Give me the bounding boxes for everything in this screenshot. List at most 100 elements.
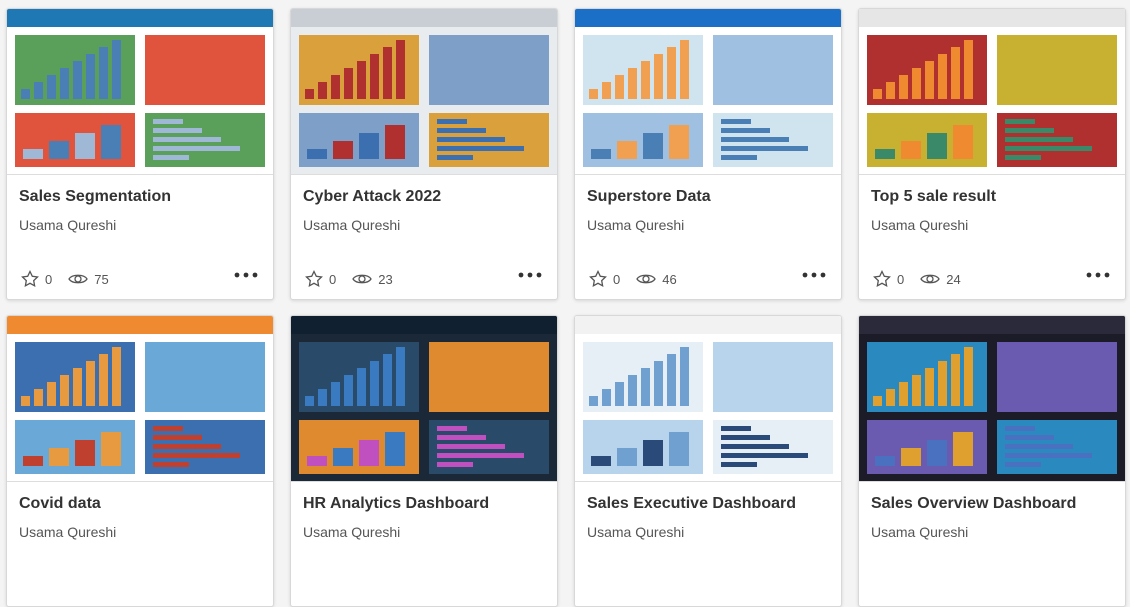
- dashboard-card[interactable]: Covid data Usama Qureshi: [6, 315, 274, 607]
- menu-dot: [1095, 272, 1101, 278]
- card-author[interactable]: Usama Qureshi: [871, 217, 969, 233]
- thumbnail-shape: [101, 432, 121, 466]
- card-title[interactable]: Superstore Data: [587, 188, 711, 205]
- thumbnail-shape: [721, 435, 770, 440]
- card-title[interactable]: HR Analytics Dashboard: [303, 495, 490, 512]
- card-title[interactable]: Sales Segmentation: [19, 188, 172, 205]
- dashboard-card[interactable]: Sales Overview Dashboard Usama Qureshi: [858, 315, 1126, 607]
- thumbnail-shape: [101, 125, 121, 159]
- menu-dot: [234, 272, 240, 278]
- likes-count: 0: [45, 271, 53, 287]
- thumbnail-shape: [589, 396, 598, 406]
- thumbnail-shape: [859, 316, 1125, 334]
- thumbnail-shape: [21, 396, 30, 406]
- thumbnail-shape: [437, 426, 467, 431]
- more-menu[interactable]: [517, 271, 543, 279]
- thumbnail-shape: [997, 342, 1117, 412]
- thumbnail-shape: [370, 54, 379, 99]
- card-title[interactable]: Sales Executive Dashboard: [587, 495, 796, 512]
- thumbnail-shape: [99, 47, 108, 99]
- menu-dot: [252, 272, 258, 278]
- thumbnail-shape: [307, 149, 327, 159]
- thumbnail-shape: [721, 146, 808, 151]
- thumbnail-shape: [60, 375, 69, 406]
- thumbnail-shape: [953, 432, 973, 466]
- card-stats: 0 75: [21, 270, 109, 288]
- card-author[interactable]: Usama Qureshi: [587, 524, 685, 540]
- thumbnail-shape: [47, 75, 56, 99]
- more-menu[interactable]: [801, 271, 827, 279]
- thumbnail-shape: [669, 125, 689, 159]
- card-author[interactable]: Usama Qureshi: [587, 217, 685, 233]
- thumbnail-shape: [437, 119, 467, 124]
- thumbnail-shape: [112, 347, 121, 406]
- thumbnail-shape: [575, 9, 841, 27]
- thumbnail-shape: [7, 316, 273, 334]
- eye-shape: [68, 274, 88, 284]
- thumbnail-shape: [1005, 119, 1035, 124]
- thumbnail-shape: [859, 9, 1125, 27]
- likes-count: 0: [613, 271, 621, 287]
- card-author[interactable]: Usama Qureshi: [871, 524, 969, 540]
- dashboard-card[interactable]: HR Analytics Dashboard Usama Qureshi: [290, 315, 558, 607]
- menu-dot: [1104, 272, 1110, 278]
- views-icon: [636, 274, 656, 284]
- card-author[interactable]: Usama Qureshi: [19, 217, 117, 233]
- thumbnail-shape: [305, 89, 314, 99]
- menu-dot: [1086, 272, 1092, 278]
- thumbnail-shape: [305, 396, 314, 406]
- thumbnail-shape: [628, 375, 637, 406]
- thumbnail: [7, 9, 273, 175]
- favorite-icon[interactable]: [589, 270, 607, 288]
- dashboard-card[interactable]: Sales Executive Dashboard Usama Qureshi: [574, 315, 842, 607]
- card-title[interactable]: Cyber Attack 2022: [303, 188, 442, 205]
- thumbnail-shape: [75, 440, 95, 466]
- thumbnail-shape: [1005, 146, 1092, 151]
- thumbnail-shape: [575, 316, 841, 334]
- card-title[interactable]: Top 5 sale result: [871, 188, 997, 205]
- thumbnail-shape: [437, 435, 486, 440]
- card-title[interactable]: Covid data: [19, 495, 101, 512]
- dashboard-card[interactable]: Superstore Data Usama Qureshi 0 46: [574, 8, 842, 300]
- thumbnail-shape: [875, 456, 895, 466]
- thumbnail-shape: [86, 361, 95, 406]
- thumbnail-shape: [331, 75, 340, 99]
- thumbnail-shape: [589, 89, 598, 99]
- dashboard-card[interactable]: Cyber Attack 2022 Usama Qureshi 0 23: [290, 8, 558, 300]
- thumbnail-shape: [333, 448, 353, 466]
- card-author[interactable]: Usama Qureshi: [19, 524, 117, 540]
- dashboard-card[interactable]: Sales Segmentation Usama Qureshi 0 75: [6, 8, 274, 300]
- thumbnail-shape: [344, 68, 353, 99]
- eye-shape: [352, 274, 372, 284]
- thumbnail-shape: [713, 342, 833, 412]
- thumbnail-shape: [153, 426, 183, 431]
- views-count: 75: [94, 271, 109, 287]
- thumbnail-shape: [615, 382, 624, 406]
- thumbnail-shape: [23, 149, 43, 159]
- more-menu[interactable]: [1085, 271, 1111, 279]
- thumbnail-shape: [333, 141, 353, 159]
- thumbnail-shape: [925, 368, 934, 406]
- thumbnail-shape: [617, 448, 637, 466]
- thumbnail-shape: [34, 82, 43, 99]
- card-author[interactable]: Usama Qureshi: [303, 217, 401, 233]
- thumbnail-shape: [23, 456, 43, 466]
- dashboard-card[interactable]: Top 5 sale result Usama Qureshi 0 24: [858, 8, 1126, 300]
- card-author[interactable]: Usama Qureshi: [303, 524, 401, 540]
- favorite-icon[interactable]: [873, 270, 891, 288]
- card-stats: 0 24: [873, 270, 961, 288]
- menu-dot: [811, 272, 817, 278]
- more-menu[interactable]: [233, 271, 259, 279]
- thumbnail-shape: [153, 435, 202, 440]
- thumbnail-shape: [615, 75, 624, 99]
- thumbnail: [859, 9, 1125, 175]
- favorite-icon[interactable]: [21, 270, 39, 288]
- thumbnail-shape: [873, 89, 882, 99]
- thumbnail-shape: [721, 462, 757, 467]
- favorite-icon[interactable]: [305, 270, 323, 288]
- thumbnail-shape: [641, 368, 650, 406]
- menu-dot: [243, 272, 249, 278]
- thumbnail-shape: [641, 61, 650, 99]
- card-title[interactable]: Sales Overview Dashboard: [871, 495, 1077, 512]
- thumbnail-shape: [437, 146, 524, 151]
